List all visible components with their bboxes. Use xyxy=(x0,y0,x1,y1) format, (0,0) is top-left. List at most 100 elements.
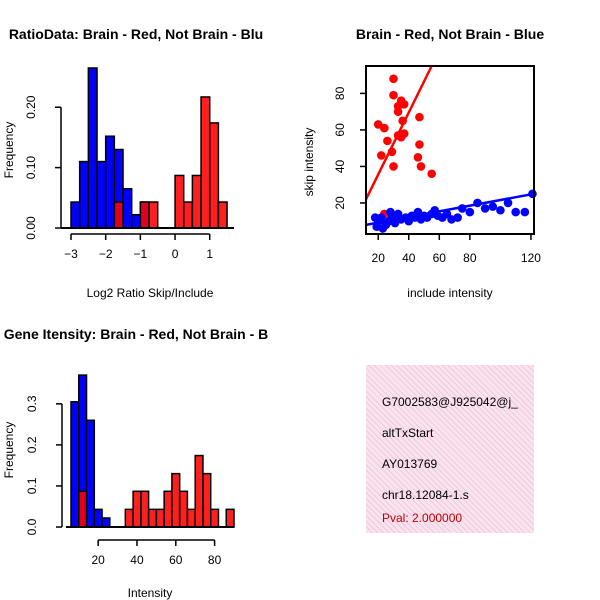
ratio-y-label: Frequency xyxy=(2,122,16,179)
y-tick-label: 20 xyxy=(333,196,347,210)
brain-point xyxy=(416,162,426,171)
not-brain-point xyxy=(378,224,388,233)
scatter-points xyxy=(370,74,537,233)
intensity-x-label: Intensity xyxy=(128,586,173,600)
x-tick-label: 120 xyxy=(521,251,541,265)
x-tick-label: −3 xyxy=(64,247,78,261)
y-tick-label: 0.3 xyxy=(25,395,39,412)
ratio-histogram-panel: RatioData: Brain - Red, Not Brain - Blu … xyxy=(2,26,263,300)
brain-bar xyxy=(155,508,165,528)
not-brain-point xyxy=(453,213,462,222)
not-brain-point xyxy=(376,213,386,222)
not-brain-bar xyxy=(93,508,103,528)
not-brain-point xyxy=(488,202,498,211)
ratio-histogram-bars xyxy=(70,67,228,229)
y-tick-label: 0.10 xyxy=(24,156,38,180)
brain-bar xyxy=(194,454,204,528)
brain-point xyxy=(415,140,424,149)
scatter-frame xyxy=(365,65,535,235)
brain-point xyxy=(380,123,389,133)
intensity-scatter-panel: Brain - Red, Not Brain - Blue 20 40 60 80 12… xyxy=(302,26,544,300)
y-tick-label: 0.20 xyxy=(24,95,38,119)
ratio-x-axis: −3 −2 −1 0 1 xyxy=(64,233,213,261)
scatter-x-label: include intensity xyxy=(407,286,492,300)
ratio-x-label: Log2 Ratio Skip/Include xyxy=(87,286,214,300)
intensity-histogram-panel: Gene Itensity: Brain - Red, Not Brain - … xyxy=(2,326,268,600)
intensity-x-axis: 20 40 60 80 xyxy=(91,539,222,567)
x-tick-label: 40 xyxy=(402,251,416,265)
brain-bar xyxy=(147,508,158,528)
y-tick-label: 60 xyxy=(333,123,347,137)
x-tick-label: 60 xyxy=(433,251,447,265)
brain-point xyxy=(415,112,424,122)
brain-bar xyxy=(78,490,88,528)
not-brain-point xyxy=(480,204,490,213)
intensity-y-axis: 0.0 0.1 0.2 0.3 xyxy=(25,395,63,535)
brain-bar xyxy=(191,174,202,229)
event-info-box: G7002583@J925042@j_ altTxStart AY013769 … xyxy=(366,365,534,533)
brain-point xyxy=(389,162,398,171)
brain-point xyxy=(376,151,386,160)
scatter-y-label: skip intensity xyxy=(302,128,316,197)
brain-point xyxy=(383,136,392,146)
x-tick-label: 80 xyxy=(463,251,477,265)
brain-bar xyxy=(124,508,134,528)
not-brain-point xyxy=(386,207,395,217)
y-tick-label: 0.0 xyxy=(25,518,39,535)
event-pval: Pval: 2.000000 xyxy=(382,511,463,525)
not-brain-bar xyxy=(85,419,96,528)
not-brain-point xyxy=(511,207,520,217)
scatter-title: Brain - Red, Not Brain - Blue xyxy=(356,26,544,42)
not-brain-bar xyxy=(104,135,116,229)
event-location: chr18.12084-1.s xyxy=(382,488,469,502)
scatter-fit-lines xyxy=(364,65,535,227)
y-tick-label: 0.2 xyxy=(25,436,39,453)
brain-bar xyxy=(186,508,196,528)
not-brain-bar xyxy=(101,517,111,528)
ratio-histogram-title: RatioData: Brain - Red, Not Brain - Blu xyxy=(9,26,263,42)
brain-bar xyxy=(132,490,142,528)
brain-bar xyxy=(163,490,173,528)
intensity-histogram-title: Gene Itensity: Brain - Red, Not Brain - … xyxy=(4,326,268,342)
x-tick-label: 1 xyxy=(206,247,213,261)
not-brain-point xyxy=(496,205,505,215)
brain-point xyxy=(399,100,409,109)
brain-bar xyxy=(148,201,159,229)
brain-bar xyxy=(140,490,150,528)
intensity-histogram-bars xyxy=(70,374,235,528)
not-brain-bar xyxy=(87,67,98,229)
x-tick-label: 40 xyxy=(130,553,144,567)
not-brain-bar xyxy=(70,401,80,528)
brain-point xyxy=(389,74,398,84)
not-brain-bar xyxy=(78,160,90,229)
brain-bar xyxy=(174,174,185,229)
not-brain-bar xyxy=(96,160,107,229)
not-brain-bar xyxy=(130,213,142,229)
brain-bar xyxy=(209,508,220,528)
brain-bar xyxy=(200,96,211,229)
not-brain-point xyxy=(520,207,530,217)
brain-bar xyxy=(208,122,220,229)
brain-fit-line xyxy=(364,65,433,200)
event-id: G7002583@J925042@j_ xyxy=(382,395,518,409)
y-tick-label: 40 xyxy=(333,159,347,173)
x-tick-label: 80 xyxy=(208,553,222,567)
not-brain-bar xyxy=(122,188,133,229)
brain-bar xyxy=(225,508,235,528)
not-brain-point xyxy=(465,207,475,217)
brain-point xyxy=(393,107,403,116)
brain-point xyxy=(389,90,398,100)
x-tick-label: 0 xyxy=(172,247,179,261)
x-tick-label: 20 xyxy=(91,553,105,567)
intensity-y-label: Frequency xyxy=(2,422,16,479)
brain-bar xyxy=(202,472,212,528)
brain-bar xyxy=(178,490,189,528)
brain-bar xyxy=(182,201,194,229)
scatter-x-axis: 20 40 60 80 120 xyxy=(372,234,541,265)
x-tick-label: 60 xyxy=(169,553,183,567)
x-tick-label: −1 xyxy=(134,247,148,261)
brain-bar xyxy=(139,201,150,229)
x-tick-label: −2 xyxy=(99,247,113,261)
y-tick-label: 80 xyxy=(333,86,347,100)
